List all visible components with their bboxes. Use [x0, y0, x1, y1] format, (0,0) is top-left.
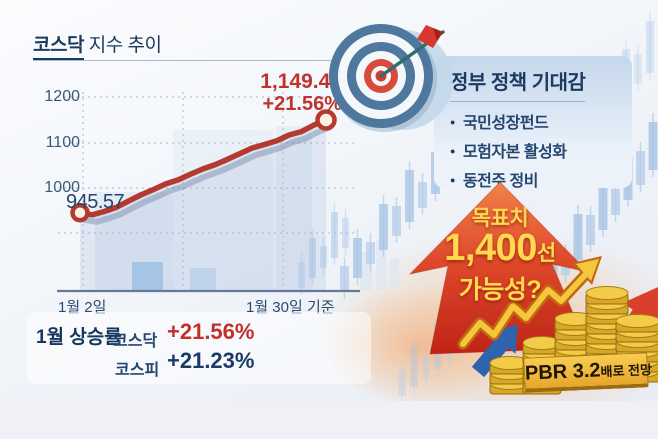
pbr-value: PBR 3.2 — [524, 359, 601, 385]
policy-panel-title: 정부 정책 기대감 — [450, 66, 586, 102]
trend-zigzag-arrow-icon — [457, 256, 602, 350]
x-axis-start-label: 1월 2일 — [58, 299, 107, 316]
policy-item-label: 모험자본 활성화 — [462, 144, 567, 161]
blue-up-arrow-icon — [471, 324, 518, 378]
target-value-line: 1,400선 — [405, 226, 595, 276]
bullet-icon: ● — [450, 175, 455, 185]
pbr-sign: PBR 3.2배로 전망 — [523, 352, 652, 393]
end-value-label: 1,149.44 — [260, 70, 342, 93]
policy-panel: 정부 정책 기대감 ● 국민성장펀드 ● 모험자본 활성화 ● 동전주 정비 — [434, 56, 632, 190]
policy-item-label: 국민성장펀드 — [462, 115, 549, 132]
kosdaq-gain-name: 코스닥 — [113, 333, 158, 350]
possibility-label: 가능성? — [458, 276, 542, 304]
dartboard-target-icon — [329, 24, 453, 132]
gains-band — [27, 312, 371, 384]
start-value-label: 945.57 — [66, 191, 125, 213]
policy-item-label: 동전주 정비 — [462, 173, 539, 190]
chart-gridlines — [58, 92, 356, 290]
kospi-gain-value: +21.23% — [167, 348, 255, 373]
bullet-icon: ● — [450, 117, 455, 127]
chart-title-bold: 코스닥 — [33, 35, 84, 60]
pbr-suffix: 배로 전망 — [600, 362, 653, 380]
target-unit: 선 — [536, 242, 556, 265]
chart-title: 코스닥 지수 추이 — [33, 30, 162, 60]
bullet-icon: ● — [450, 146, 455, 156]
volume-bars — [95, 126, 312, 290]
target-arrow-label-top: 목표치 — [471, 207, 529, 230]
kospi-gain-name: 코스피 — [115, 362, 160, 379]
policy-item: ● 국민성장펀드 — [450, 110, 632, 139]
kosdaq-series-line — [70, 109, 337, 290]
y-tick-1100: 1100 — [45, 134, 80, 151]
target-value: 1,400 — [444, 227, 537, 269]
policy-item-list: ● 국민성장펀드 ● 모험자본 활성화 ● 동전주 정비 — [450, 110, 632, 197]
x-axis-end-label: 1월 30일 기준 — [246, 299, 335, 316]
end-change-label: +21.56% — [262, 93, 342, 115]
gains-title: 1월 상승률 — [36, 327, 122, 348]
title-divider — [33, 60, 333, 61]
chart-title-rest: 지수 추이 — [83, 35, 162, 56]
policy-item: ● 모험자본 활성화 — [450, 139, 632, 168]
y-tick-1000: 1000 — [44, 179, 80, 196]
policy-item: ● 동전주 정비 — [450, 168, 632, 197]
kosdaq-gain-value: +21.56% — [167, 319, 255, 344]
y-tick-1200: 1200 — [44, 88, 80, 105]
